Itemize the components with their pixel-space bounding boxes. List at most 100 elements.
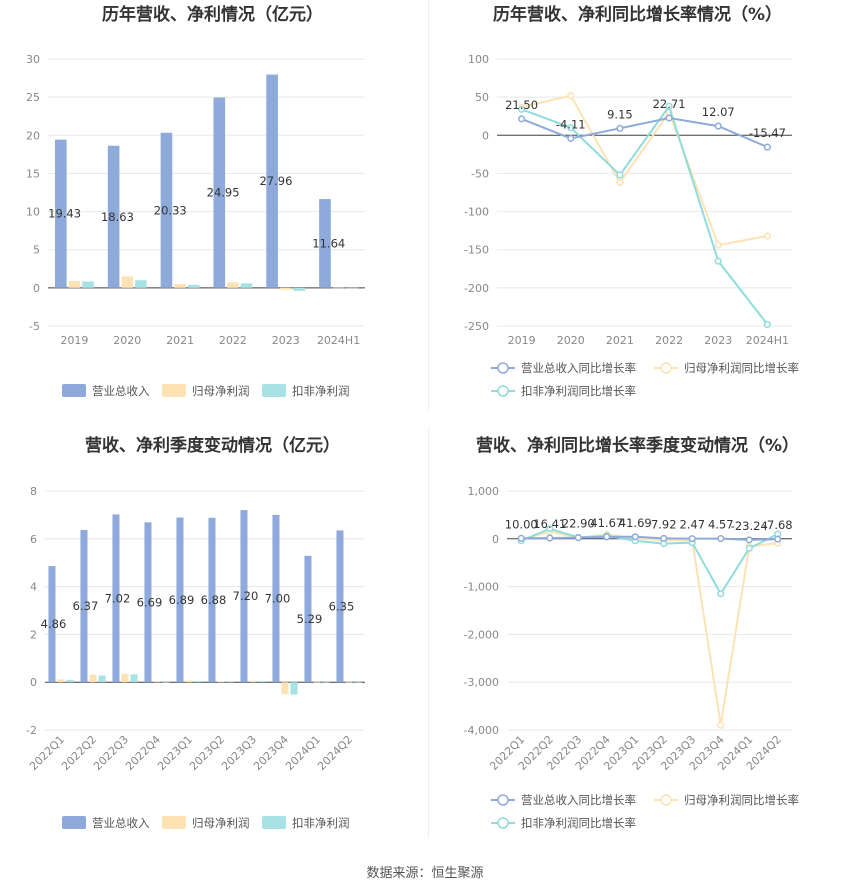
data-label: 6.37 — [73, 599, 99, 613]
y-tick-label: -200 — [464, 282, 489, 295]
y-tick-label: 8 — [30, 485, 37, 498]
bar — [304, 555, 312, 683]
series-line — [521, 104, 769, 326]
bar — [174, 284, 186, 288]
series-point — [517, 534, 525, 542]
series-point — [763, 143, 771, 151]
bar — [345, 681, 353, 683]
data-label: 21.50 — [505, 98, 538, 112]
bar — [112, 514, 120, 683]
chart-title: 历年营收、净利情况（亿元） — [102, 4, 323, 25]
series-point — [763, 232, 771, 240]
series-point — [745, 536, 753, 544]
legend-swatch — [62, 816, 86, 829]
quarterly-line-chart-svg: 营收、净利同比增长率季度变动情况（%） -4,000 -3,000 -2,000 -1,… — [464, 435, 799, 830]
bar — [68, 280, 81, 288]
bar — [121, 276, 134, 288]
data-label: 6.69 — [137, 595, 163, 609]
series-point — [717, 590, 725, 598]
data-label: 6.88 — [201, 593, 227, 607]
series-point — [616, 179, 624, 187]
data-label: 22.90 — [562, 517, 595, 531]
bar — [213, 97, 226, 288]
legend-swatch — [162, 384, 186, 397]
data-label: 18.63 — [101, 210, 134, 224]
x-tick-label: 2024Q2 — [315, 733, 355, 773]
x-tick-label: 2020 — [113, 334, 141, 347]
chart-title: 营收、净利季度变动情况（亿元） — [85, 435, 340, 456]
series-line — [521, 535, 778, 541]
panel-divider — [428, 0, 429, 410]
legend-label: 扣非净利润 — [292, 816, 350, 830]
bar — [176, 517, 184, 683]
series-point — [546, 534, 554, 542]
series-point — [546, 525, 554, 533]
data-label: 41.67 — [590, 516, 623, 530]
x-tick-label: 2020 — [557, 334, 585, 347]
annual-growth-rate-chart: 历年营收、净利同比增长率情况（%） -250 -200 -150 -100 -50 0 50 1… — [425, 0, 850, 410]
bar — [279, 287, 292, 290]
x-tick-label: 2021 — [166, 334, 194, 347]
annual-line-chart-svg: 历年营收、净利同比增长率情况（%） -250 -200 -150 -100 -50 0 50 1… — [464, 4, 799, 398]
y-tick-label: 100 — [468, 53, 489, 66]
series-point — [665, 114, 673, 122]
legend-label: 营业总收入 — [92, 384, 150, 398]
legend-label: 营业总收入同比增长率 — [521, 361, 636, 375]
bar — [121, 673, 129, 683]
bar — [217, 681, 225, 683]
legend-label: 营业总收入同比增长率 — [521, 793, 636, 807]
series-point — [518, 115, 526, 123]
legend-swatch — [162, 816, 186, 829]
legend-marker — [497, 817, 509, 829]
data-label: 7.92 — [651, 517, 677, 531]
legend-marker — [660, 794, 672, 806]
legend-label: 归母净利润 — [192, 816, 250, 830]
bar — [332, 287, 345, 289]
series-point — [717, 535, 725, 543]
y-tick-label: 10 — [26, 206, 40, 219]
bar — [208, 517, 216, 683]
series-point — [774, 535, 782, 543]
series-point — [518, 105, 526, 113]
data-label: 7.20 — [233, 589, 259, 603]
y-tick-label: 0 — [492, 533, 499, 546]
data-label: -15.47 — [749, 126, 786, 140]
chart-title: 历年营收、净利同比增长率情况（%） — [493, 4, 782, 25]
data-label: 20.33 — [154, 203, 187, 217]
bar — [130, 674, 138, 683]
x-tick-label: 2019 — [508, 334, 536, 347]
data-label: -23.24 — [731, 519, 768, 533]
quarterly-growth-rate-chart: 营收、净利同比增长率季度变动情况（%） -4,000 -3,000 -2,000 -1,… — [425, 428, 850, 858]
data-label: 9.15 — [607, 107, 633, 121]
bar — [98, 675, 106, 683]
y-tick-label: 2 — [30, 628, 37, 641]
data-label: 19.43 — [48, 207, 81, 221]
y-tick-label: -250 — [464, 320, 489, 333]
x-tick-label: 2023 — [272, 334, 300, 347]
series-point — [714, 257, 722, 265]
legend-swatch — [262, 816, 286, 829]
x-tick-label: 2022 — [655, 334, 683, 347]
data-label: 7.02 — [105, 591, 131, 605]
bar — [162, 681, 170, 683]
legend-label: 扣非净利润同比增长率 — [521, 384, 636, 398]
series-line — [521, 94, 768, 247]
series-point — [714, 122, 722, 130]
x-tick-label: 2024H1 — [746, 334, 789, 347]
y-tick-label: -5 — [29, 320, 40, 333]
bar — [135, 280, 147, 288]
bar — [185, 680, 193, 683]
legend-label: 营业总收入 — [92, 816, 150, 830]
series-line — [521, 116, 768, 149]
data-label: 6.35 — [329, 599, 355, 613]
series-point — [763, 320, 771, 329]
bar — [82, 281, 94, 288]
data-label: 27.96 — [259, 174, 292, 188]
data-label: 10.00 — [505, 517, 538, 531]
bar — [194, 681, 202, 683]
panel-divider — [428, 428, 429, 838]
bar — [266, 74, 278, 288]
data-label: 7.00 — [265, 592, 291, 606]
y-tick-label: 6 — [30, 533, 37, 546]
legend-label: 扣非净利润 — [292, 384, 350, 398]
